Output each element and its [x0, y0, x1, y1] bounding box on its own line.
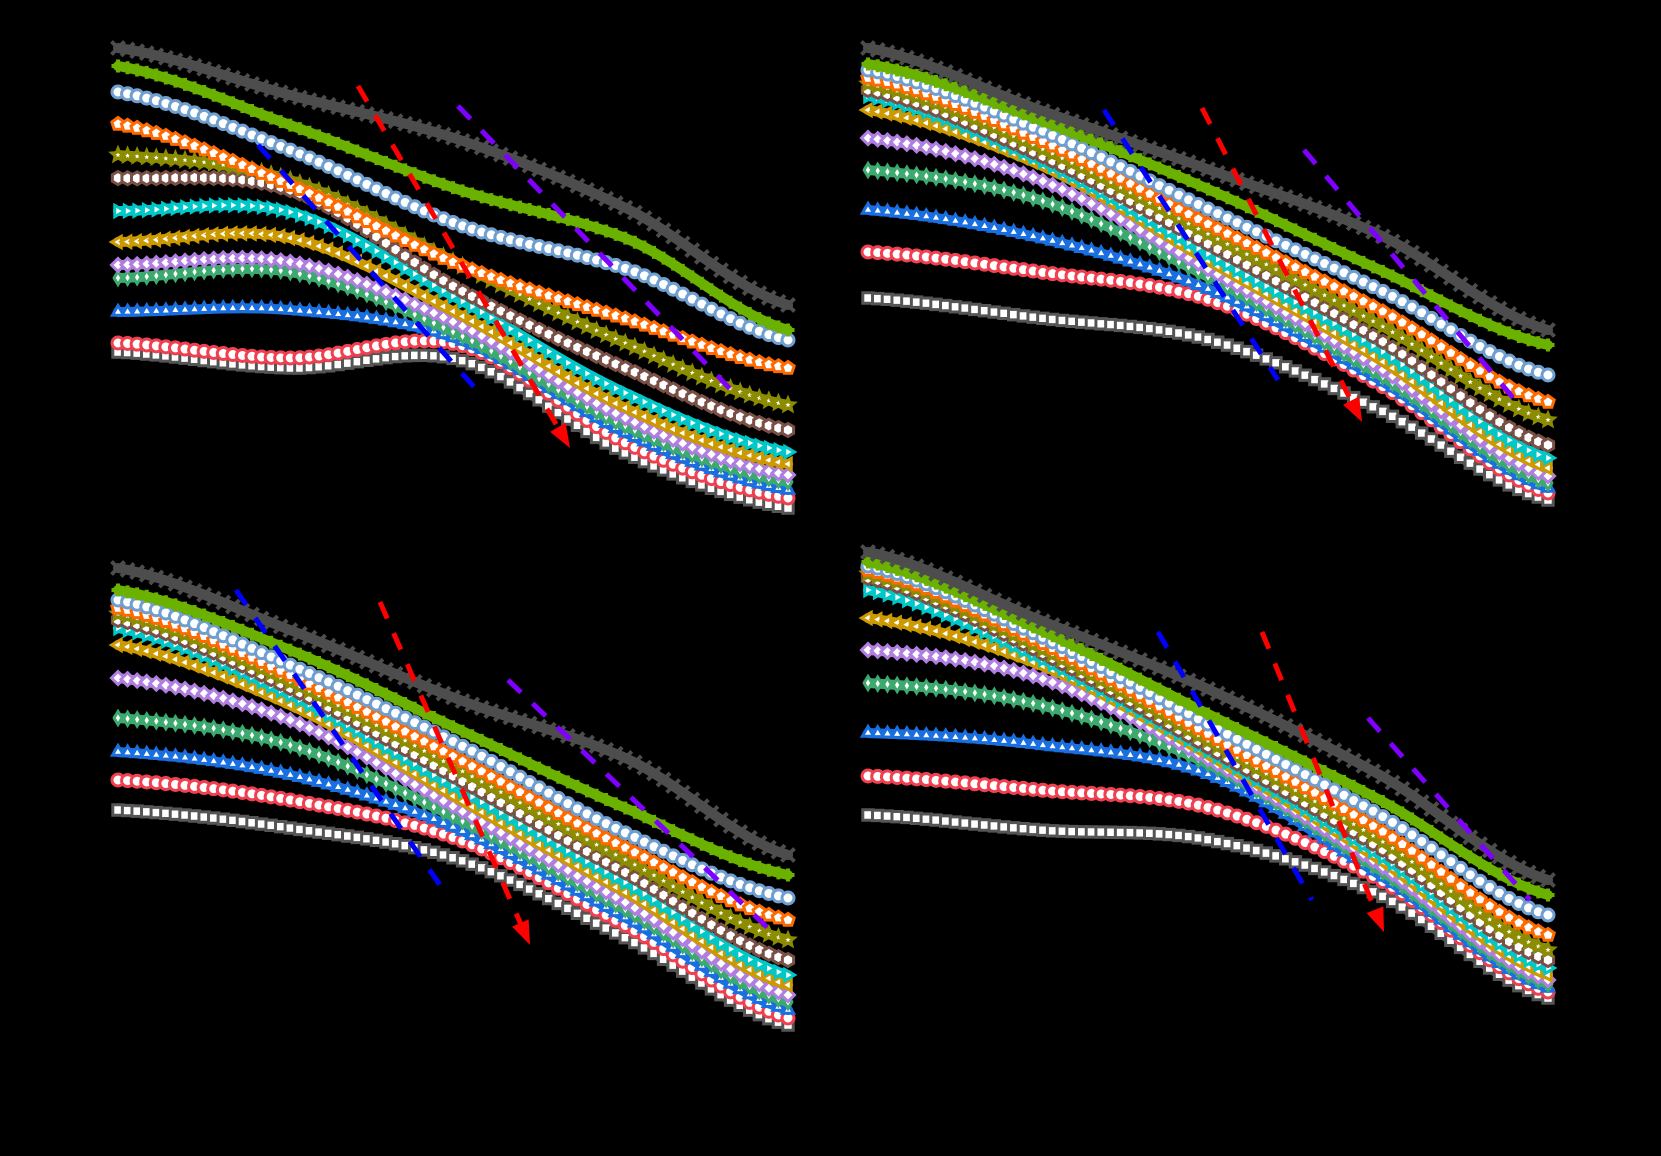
arrowhead-icon — [512, 919, 530, 945]
series-markers — [111, 583, 795, 882]
panel-top-right — [858, 40, 1558, 507]
series-s1 — [110, 40, 796, 313]
series-markers — [110, 115, 796, 375]
dashed-arrow — [1302, 148, 1517, 402]
series-s3 — [110, 592, 796, 906]
series-s1 — [860, 544, 1556, 888]
series-s3 — [860, 62, 1556, 383]
series-s13 — [861, 291, 1555, 507]
arrowhead-icon — [1366, 906, 1384, 932]
panel-bottom-left — [108, 560, 798, 1032]
series-s8 — [108, 225, 793, 473]
series-s9 — [109, 669, 797, 1004]
series-markers — [108, 636, 793, 994]
series-markers — [860, 62, 1556, 383]
series-s3 — [110, 84, 796, 348]
series-markers — [861, 291, 1555, 507]
series-markers — [110, 560, 796, 863]
series-markers — [108, 225, 793, 473]
series-markers — [860, 544, 1556, 888]
series-markers — [110, 592, 796, 906]
series-s8 — [108, 636, 793, 994]
dashed-arrow — [233, 588, 443, 887]
series-markers — [110, 40, 796, 313]
series-s13 — [861, 808, 1555, 1005]
dashed-arrow — [355, 84, 570, 448]
panel-top-left — [108, 40, 798, 515]
dashed-arrow — [1155, 630, 1315, 902]
series-s2 — [111, 583, 795, 882]
dashed-arrow — [1366, 716, 1532, 902]
series-markers — [110, 84, 796, 348]
dashed-arrow — [1199, 106, 1362, 422]
arrowhead-icon — [550, 422, 570, 448]
arrowhead-icon — [1343, 396, 1362, 422]
series-markers — [861, 57, 1555, 352]
series-s1 — [860, 40, 1556, 338]
dashed-arrow — [377, 600, 530, 945]
series-s2 — [861, 57, 1555, 352]
dashed-arrow — [506, 678, 772, 932]
series-markers — [860, 40, 1556, 338]
series-s1 — [110, 560, 796, 863]
dashed-arrow — [1259, 631, 1384, 932]
panel-bottom-right — [858, 544, 1558, 1005]
dashed-arrow — [256, 143, 486, 400]
